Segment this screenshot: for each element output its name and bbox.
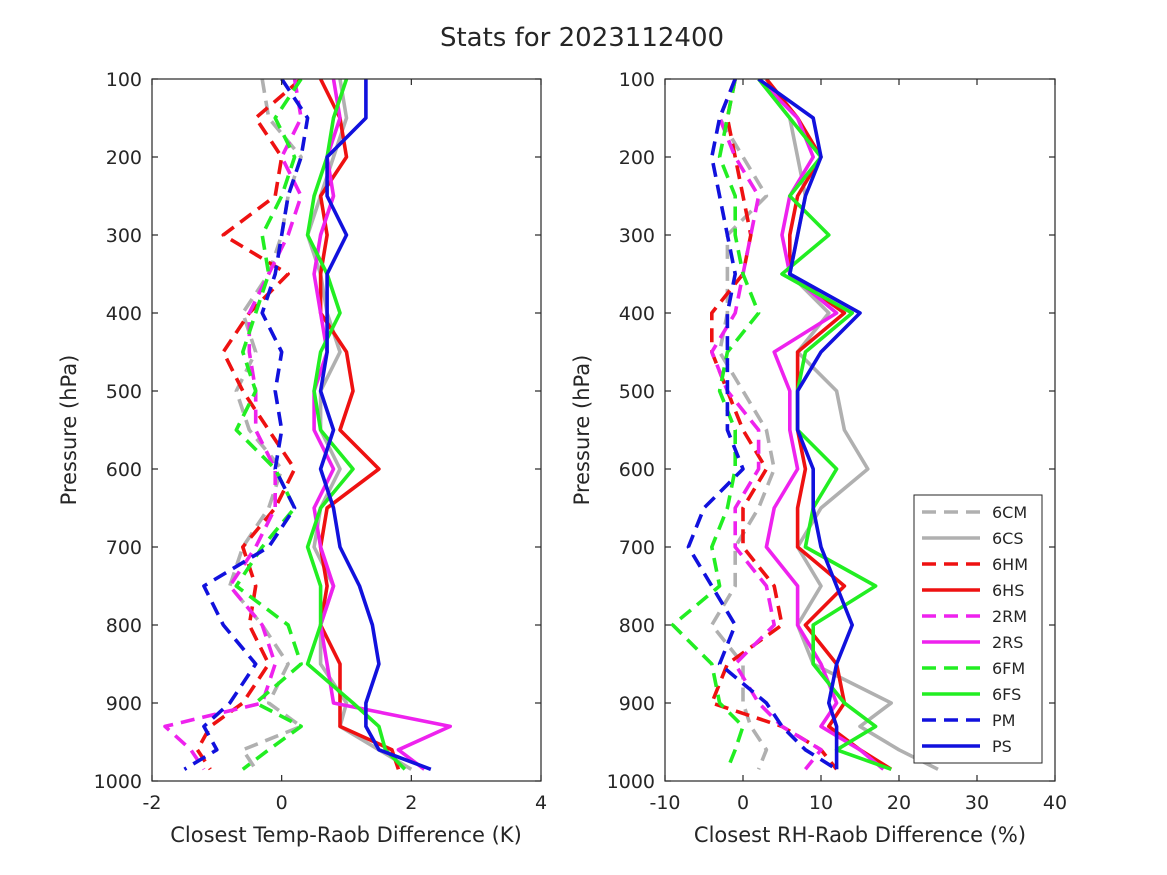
temp-series-6hm-line (195, 79, 303, 771)
rh-xtick-label: 20 (887, 792, 911, 814)
rh-ytick-label: 100 (619, 69, 655, 91)
rh-ytick-label: 300 (619, 225, 655, 247)
temp-series-pm-line (183, 79, 310, 771)
rh-series-2rm-line (709, 79, 823, 771)
temp-ytick-label: 100 (106, 69, 142, 91)
rh-ytick-label: 500 (619, 381, 655, 403)
rh-xtick-label: 30 (965, 792, 989, 814)
temp-series-6cs-line (305, 79, 413, 771)
rh-series-2rs-line (757, 79, 885, 771)
legend-label-6cs: 6CS (992, 529, 1024, 548)
temp-xlabel: Closest Temp-Raob Difference (K) (170, 823, 522, 847)
legend-label-6hs: 6HS (992, 581, 1024, 600)
legend-label-6fm: 6FM (992, 659, 1025, 678)
temp-series-6fs-line (305, 79, 407, 771)
rh-ytick-label: 600 (619, 459, 655, 481)
temp-ytick-label: 800 (106, 615, 142, 637)
rh-xtick-label: 0 (737, 792, 749, 814)
rh-series-group (670, 79, 939, 771)
rh-xtick-label: -10 (649, 792, 680, 814)
legend-label-2rm: 2RM (992, 607, 1027, 626)
temp-series-ps-line (318, 79, 432, 771)
legend-label-ps: PS (992, 737, 1012, 756)
temp-ytick-label: 500 (106, 381, 142, 403)
temp-difference-axes: Closest Temp-Raob Difference (K) Pressur… (57, 69, 547, 847)
legend-label-6cm: 6CM (992, 503, 1027, 522)
temp-series-group (163, 79, 453, 771)
temp-ytick-label: 200 (106, 147, 142, 169)
temp-ytick-label: 900 (106, 693, 142, 715)
temp-ylabel: Pressure (hPa) (57, 355, 81, 506)
rh-series-6hm-line (709, 79, 839, 771)
temp-ytick-label: 400 (106, 303, 142, 325)
temp-axes-box (151, 78, 542, 782)
temp-ytick-label: 600 (106, 459, 142, 481)
rh-ylabel: Pressure (hPa) (570, 355, 594, 506)
rh-ytick-label: 700 (619, 537, 655, 559)
temp-series-6hs-line (318, 79, 401, 770)
temp-ytick-label: 1000 (94, 771, 142, 793)
rh-axes-box (664, 78, 1056, 782)
legend-label-6fs: 6FS (992, 685, 1021, 704)
rh-xlabel: Closest RH-Raob Difference (%) (694, 823, 1026, 847)
figure-title: Stats for 2023112400 (440, 23, 724, 53)
rh-ytick-label: 900 (619, 693, 655, 715)
temp-xtick-label: 2 (405, 792, 417, 814)
legend-label-6hm: 6HM (992, 555, 1028, 574)
rh-ytick-label: 800 (619, 615, 655, 637)
temp-ytick-label: 300 (106, 225, 142, 247)
temp-xtick-label: -2 (143, 792, 162, 814)
rh-xtick-label: 40 (1043, 792, 1067, 814)
rh-series-6fm-line (670, 79, 761, 770)
rh-difference-axes: Closest RH-Raob Difference (%) Pressure … (570, 69, 1067, 847)
temp-xtick-label: 0 (276, 792, 288, 814)
rh-series-6cm-line (709, 79, 777, 770)
rh-series-6fs-line (757, 79, 892, 771)
legend-label-pm: PM (992, 711, 1015, 730)
rh-xtick-label: 10 (809, 792, 833, 814)
temp-ytick-label: 700 (106, 537, 142, 559)
temp-series-6fm-line (234, 79, 303, 771)
rh-ytick-label: 1000 (607, 771, 655, 793)
rh-series-ps-line (757, 79, 862, 770)
rh-ytick-label: 400 (619, 303, 655, 325)
rh-ytick-label: 200 (619, 147, 655, 169)
legend-label-2rs: 2RS (992, 633, 1023, 652)
temp-xtick-label: 4 (535, 792, 547, 814)
rh-series-pm-line (686, 79, 838, 771)
legend: 6CM 6CS 6HM 6HS 2RM 2RS 6FM 6FS PM PS (913, 494, 1043, 764)
